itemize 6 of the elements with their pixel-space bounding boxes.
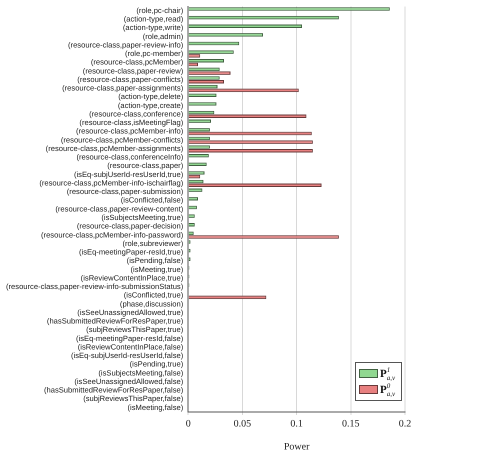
x-tick-label: 0.2 [398, 418, 412, 430]
x-axis-title: Power [284, 442, 310, 453]
x-tick-label: 0.05 [234, 418, 252, 430]
x-tick-label: 0 [186, 418, 191, 430]
x-tick-label: 0.15 [342, 418, 360, 430]
x-tick-label: 0.1 [290, 418, 303, 430]
